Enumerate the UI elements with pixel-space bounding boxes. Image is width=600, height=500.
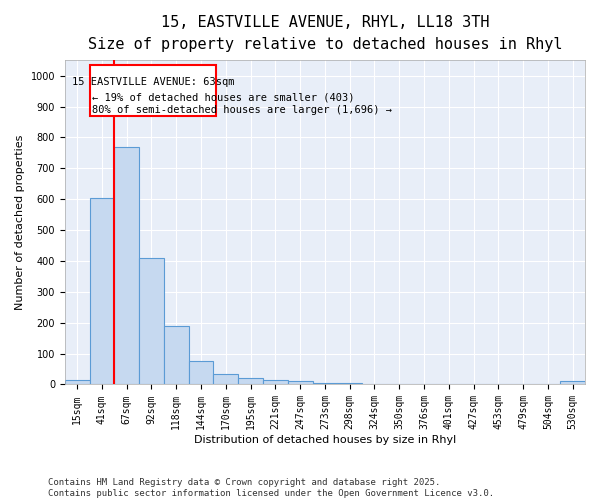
Text: 80% of semi-detached houses are larger (1,696) →: 80% of semi-detached houses are larger (… [92,105,392,115]
Bar [65,380,89,384]
Bar [188,362,214,384]
Text: Contains HM Land Registry data © Crown copyright and database right 2025.
Contai: Contains HM Land Registry data © Crown c… [48,478,494,498]
Bar [263,380,288,384]
Bar [313,383,337,384]
Text: ← 19% of detached houses are smaller (403): ← 19% of detached houses are smaller (40… [92,92,355,102]
Bar [214,374,238,384]
Bar [89,198,115,384]
Text: 15 EASTVILLE AVENUE: 63sqm: 15 EASTVILLE AVENUE: 63sqm [72,76,235,86]
Bar [337,383,362,384]
FancyBboxPatch shape [90,65,217,116]
Bar [560,382,585,384]
X-axis label: Distribution of detached houses by size in Rhyl: Distribution of detached houses by size … [194,435,456,445]
Bar [238,378,263,384]
Title: 15, EASTVILLE AVENUE, RHYL, LL18 3TH
Size of property relative to detached house: 15, EASTVILLE AVENUE, RHYL, LL18 3TH Siz… [88,15,562,52]
Y-axis label: Number of detached properties: Number of detached properties [15,134,25,310]
Bar [288,382,313,384]
Bar [164,326,188,384]
Bar [115,147,139,384]
Bar [139,258,164,384]
